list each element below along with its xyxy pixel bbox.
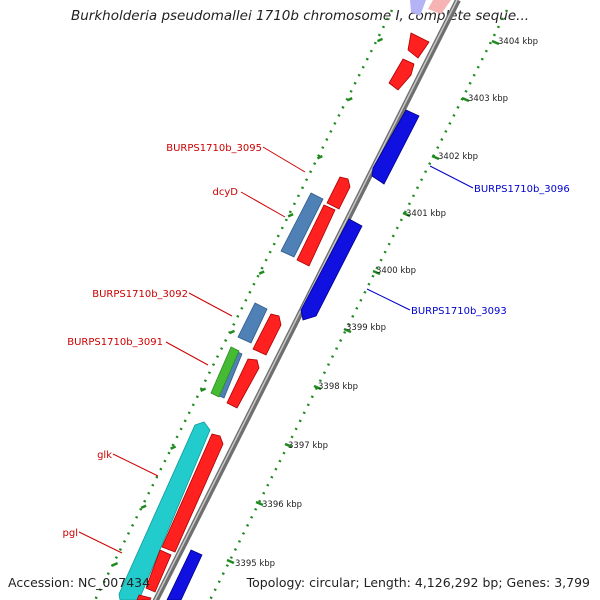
tick-labels: 3404 kbp 3403 kbp 3402 kbp 3401 kbp 3400… [235,37,538,569]
gene-label: BURPS1710b_3092 [92,289,188,300]
label-leaders [78,146,474,554]
tick-label: 3403 kbp [468,94,508,104]
gene-feature-BURPS1710b_3095 [326,176,351,210]
gene-feature-BURPS1710b_3093 [300,218,363,321]
gene-feature-reverse [166,549,203,600]
tick-label: 3396 kbp [262,500,302,510]
gene-feature-BURPS1710b_3096 [371,109,420,185]
inner-dotted-ring [208,9,509,600]
tick-label: 3395 kbp [235,559,275,569]
gene-labels: BURPS1710b_3095 dcyD BURPS1710b_3092 BUR… [63,143,570,539]
tick-label: 3401 kbp [406,209,446,219]
outer-dotted-ring [93,9,394,600]
gene-feature-green [210,346,240,398]
tick-label: 3398 kbp [318,382,358,392]
outer-ring-ticks [112,37,384,567]
backbone [152,0,461,600]
gene-feature-dcyD [296,204,336,267]
reverse-cds-features [166,109,420,600]
gene-label: BURPS1710b_3093 [411,306,507,317]
gene-feature-forward [388,58,415,91]
gene-label: dcyD [213,187,239,198]
gene-feature-forward [407,32,430,59]
gene-feature-glk-pgl [118,421,211,600]
gene-label: BURPS1710b_3095 [166,143,262,154]
gene-feature-faded [428,0,451,14]
inner-ring-ticks [226,39,500,565]
gene-label: pgl [63,528,78,539]
gene-label: glk [97,450,112,461]
gene-feature-BURPS1710b_3092 [252,313,282,356]
gene-feature-BURPS1710b_3091 [226,358,260,409]
gene-feature-pgl [145,549,172,593]
gene-feature-forward [136,594,152,600]
tick-label: 3400 kbp [376,266,416,276]
gene-feature-faded [410,0,426,16]
gene-feature-glk [161,433,224,553]
genome-summary-label: Topology: circular; Length: 4,126,292 bp… [246,575,590,590]
tick-label: 3399 kbp [346,323,386,333]
tick-label: 3404 kbp [498,37,538,47]
gene-feature-dcyD-region [280,192,324,258]
tick-label: 3397 kbp [288,441,328,451]
gene-label: BURPS1710b_3096 [474,184,570,195]
gene-label: BURPS1710b_3091 [67,337,163,348]
gene-feature-3092-region [237,302,268,344]
accession-label: Accession: NC_007434 [8,575,151,590]
forward-cds-features [136,32,430,600]
tick-label: 3402 kbp [438,152,478,162]
